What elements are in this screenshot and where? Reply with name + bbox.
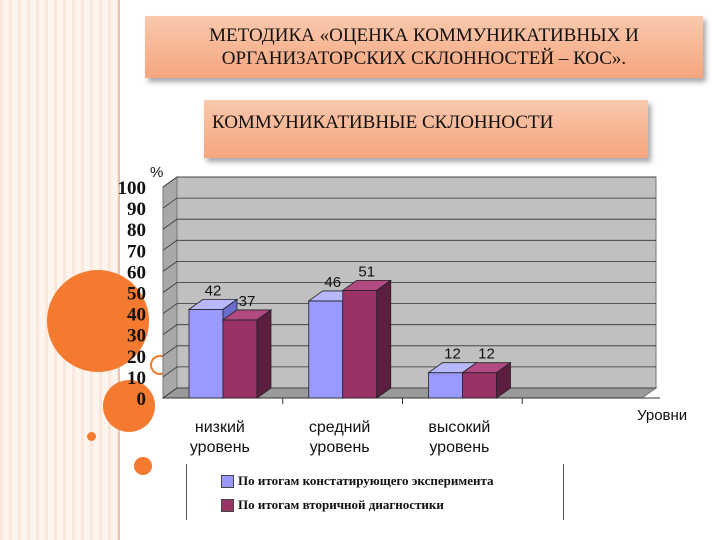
bar-s2-c1 [342, 289, 378, 399]
bar-side-s2-c2 [496, 361, 511, 399]
chart-subtitle: КОММУНИКАТИВНЫЕ СКЛОННОСТИ [204, 100, 648, 158]
data-label-s2-c1: 51 [358, 263, 375, 280]
data-label-s1-c2: 12 [444, 346, 461, 363]
slide-title: МЕТОДИКА «ОЦЕНКА КОММУНИКАТИВНЫХ И ОРГАН… [145, 16, 703, 78]
bar-s1-c2 [428, 372, 463, 399]
y-tick-label-10: 10 [127, 368, 146, 389]
gridline-40 [162, 303, 656, 314]
legend-swatch-series1 [221, 474, 234, 488]
y-tick-label-70: 70 [127, 241, 146, 262]
data-label-s2-c2: 12 [478, 346, 495, 363]
slide-title-text: МЕТОДИКА «ОЦЕНКА КОММУНИКАТИВНЫХ И ОРГАН… [209, 25, 639, 69]
y-tick-label-20: 20 [127, 347, 146, 368]
y-tick-label-90: 90 [127, 199, 146, 220]
decorative-line [118, 0, 120, 540]
gridline-100 [162, 176, 656, 188]
legend-item-series1: По итогам констатирующего эксперимента [221, 473, 494, 489]
y-tick-label-50: 50 [127, 284, 146, 305]
y-tick-label-0: 0 [137, 389, 147, 410]
data-label-s1-c0: 42 [205, 282, 222, 299]
data-label-s2-c0: 37 [239, 293, 256, 310]
bar-s2-c0 [222, 319, 258, 399]
x-axis-label: Уровни [637, 407, 687, 424]
x-category-label-1: средний уровень [309, 419, 371, 456]
chart-subtitle-text: КОММУНИКАТИВНЫЕ СКЛОННОСТИ [212, 112, 554, 133]
bar-s1-c1 [308, 300, 344, 399]
gridline-90 [162, 197, 656, 209]
gridline-30 [162, 324, 656, 336]
x-category-label-2: высокий уровень [428, 419, 490, 456]
legend-item-series2: По итогам вторичной диагностики [221, 497, 444, 513]
gridline-60 [162, 260, 656, 272]
x-category-label-0: низкий уровень [190, 419, 250, 456]
tiny-orange-circle [87, 432, 96, 441]
medium-orange-circle [103, 380, 155, 432]
y-tick-label-80: 80 [127, 220, 146, 241]
y-tick-label-30: 30 [127, 326, 146, 347]
small-orange-circle [134, 457, 152, 475]
chart-legend: По итогам констатирующего эксперимента П… [186, 464, 564, 520]
bar-side-s2-c1 [376, 279, 392, 399]
gridline-50 [162, 282, 656, 293]
legend-swatch-series2 [221, 498, 234, 512]
y-axis-label: % [150, 164, 163, 181]
bar-side-s2-c0 [256, 309, 272, 399]
gridline-20 [162, 345, 656, 357]
data-label-s1-c1: 46 [324, 274, 341, 291]
large-orange-circle [47, 270, 149, 372]
bar-s2-c2 [462, 372, 497, 399]
y-tick-label-100: 100 [118, 178, 147, 199]
y-tick-label-40: 40 [127, 305, 146, 326]
legend-label-series2: По итогам вторичной диагностики [238, 497, 444, 512]
y-tick-label-60: 60 [127, 262, 146, 283]
gridline-80 [162, 218, 656, 230]
bar-s1-c0 [188, 308, 224, 399]
legend-label-series1: По итогам констатирующего эксперимента [238, 473, 494, 488]
gridline-70 [162, 239, 656, 251]
